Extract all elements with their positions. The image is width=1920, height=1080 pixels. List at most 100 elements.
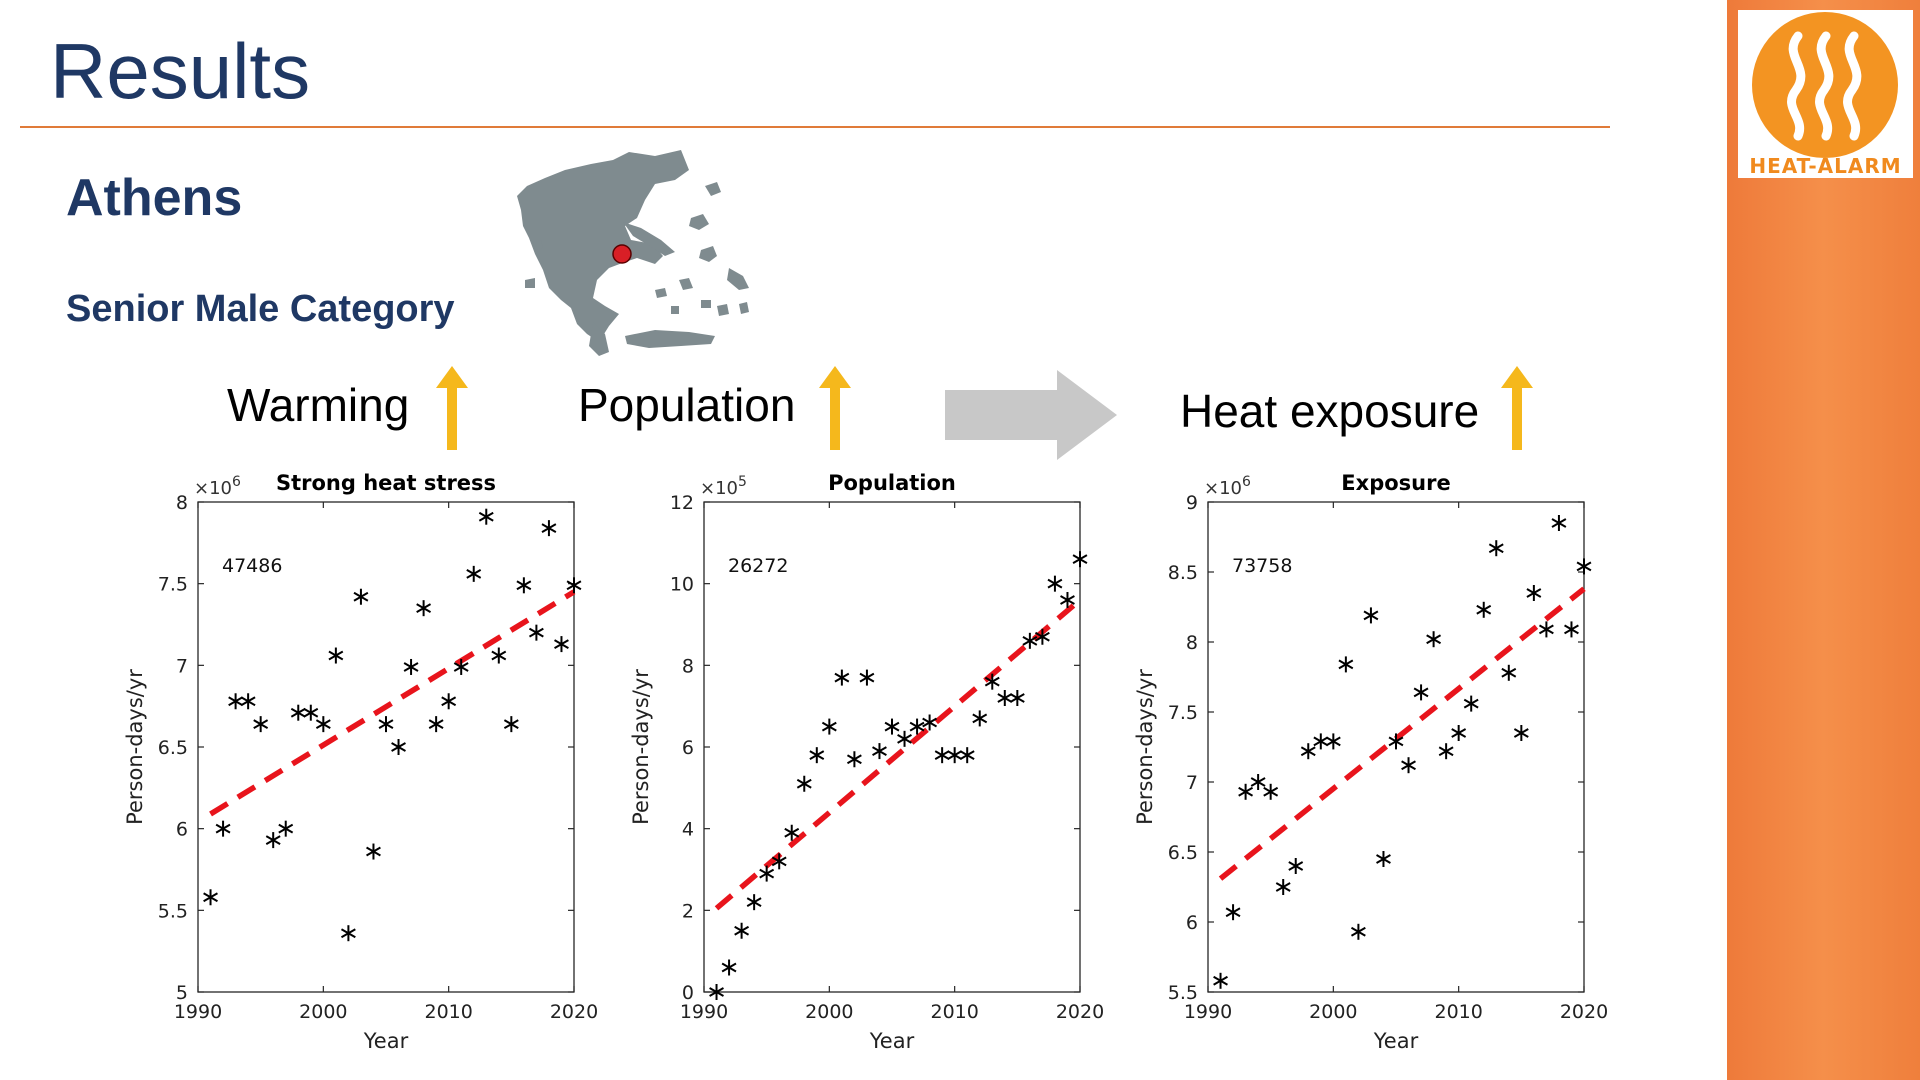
data-point <box>1564 621 1579 638</box>
warming-label: Warming <box>227 379 410 431</box>
y-tick-label: 8 <box>682 655 694 677</box>
data-point <box>759 865 775 882</box>
data-point <box>315 716 331 733</box>
data-point <box>734 922 750 939</box>
data-point <box>1451 725 1467 741</box>
title-divider <box>20 126 1610 128</box>
data-point <box>972 710 988 727</box>
data-point <box>215 820 231 837</box>
y-tick-label: 7 <box>1186 772 1198 794</box>
x-tick-label: 2010 <box>1434 1001 1482 1023</box>
data-point <box>821 718 837 735</box>
plot-frame <box>703 501 1081 993</box>
data-point <box>1288 858 1304 874</box>
warming-up-arrow-icon <box>436 366 468 450</box>
data-point <box>1401 757 1416 774</box>
chart-annotation: 47486 <box>222 555 282 577</box>
data-point <box>859 669 875 686</box>
data-point <box>1363 607 1379 624</box>
data-point <box>403 658 419 675</box>
data-point <box>872 743 887 760</box>
data-point <box>428 716 444 733</box>
data-point <box>746 894 762 911</box>
data-point <box>503 716 519 733</box>
x-axis-label: Year <box>1373 1029 1419 1053</box>
data-point <box>897 730 912 747</box>
data-point <box>528 624 544 641</box>
slide-title: Results <box>50 27 311 115</box>
data-point <box>1463 695 1479 712</box>
y-tick-label: 9 <box>1186 492 1198 514</box>
data-point <box>478 508 494 525</box>
data-point <box>416 600 432 617</box>
data-point <box>1313 733 1329 750</box>
y-tick-label: 8.5 <box>1168 562 1198 584</box>
axis-exponent: 6 <box>1242 474 1251 490</box>
data-point <box>1213 972 1228 989</box>
population-up-arrow-icon <box>819 366 851 450</box>
data-point <box>721 959 737 976</box>
heat-waves-icon <box>1752 12 1898 158</box>
y-axis-label: Person-days/yr <box>1133 669 1157 825</box>
data-point <box>1072 551 1088 568</box>
trend-line <box>714 597 1082 911</box>
data-point <box>834 669 850 686</box>
data-point <box>796 775 812 792</box>
exposure-up-arrow-icon <box>1501 366 1533 450</box>
x-tick-label: 2020 <box>550 1001 598 1023</box>
x-tick-label: 2010 <box>930 1001 978 1023</box>
y-tick-label: 8 <box>176 492 188 514</box>
data-point <box>997 690 1013 706</box>
y-tick-label: 7.5 <box>158 574 188 596</box>
data-point <box>1376 851 1391 867</box>
data-point <box>441 693 457 710</box>
y-tick-label: 5.5 <box>158 900 188 922</box>
data-point <box>1350 923 1366 940</box>
axis-exponent: 5 <box>738 474 747 490</box>
data-point <box>1275 879 1291 895</box>
data-point <box>1551 515 1567 531</box>
data-point <box>809 747 825 764</box>
data-point <box>1060 592 1075 608</box>
data-point <box>1338 656 1354 673</box>
population-chart: Population ×105 1990 2000 2010 2020 0 2 4 6 8 10 12 Y… <box>626 468 1116 1068</box>
athens-marker-icon <box>612 244 632 264</box>
data-point <box>491 647 507 664</box>
data-point <box>240 693 256 710</box>
data-point <box>554 636 569 653</box>
city-heading: Athens <box>66 169 243 227</box>
greece-map-icon <box>517 150 749 356</box>
data-point <box>1300 743 1316 760</box>
population-label: Population <box>578 379 796 431</box>
data-point <box>934 747 950 764</box>
data-point <box>1488 540 1504 557</box>
data-point <box>1513 725 1529 741</box>
data-point <box>541 520 557 537</box>
y-tick-label: 6 <box>682 737 694 759</box>
data-point <box>1009 690 1025 706</box>
y-tick-label: 6.5 <box>1168 842 1198 864</box>
data-point <box>1325 733 1341 750</box>
x-tick-label: 1990 <box>174 1001 222 1023</box>
data-point <box>771 853 787 870</box>
data-point <box>1225 904 1241 921</box>
right-arrow-icon <box>945 370 1117 460</box>
data-point <box>391 739 406 755</box>
y-tick-label: 2 <box>682 900 694 922</box>
data-point <box>1426 631 1442 648</box>
x-tick-label: 2020 <box>1056 1001 1104 1023</box>
chart-annotation: 73758 <box>1232 555 1292 577</box>
data-point <box>290 704 306 721</box>
data-point <box>566 577 582 594</box>
chart-title: Exposure <box>1341 471 1450 495</box>
data-point <box>1501 664 1517 681</box>
x-tick-label: 2020 <box>1560 1001 1608 1023</box>
data-point <box>1238 783 1254 800</box>
data-point <box>884 718 900 735</box>
chart-title: Population <box>828 471 956 495</box>
data-point <box>1413 684 1429 701</box>
data-point <box>228 693 244 710</box>
data-point <box>984 673 1000 690</box>
data-point <box>922 714 938 731</box>
y-axis-label: Person-days/yr <box>123 669 147 825</box>
